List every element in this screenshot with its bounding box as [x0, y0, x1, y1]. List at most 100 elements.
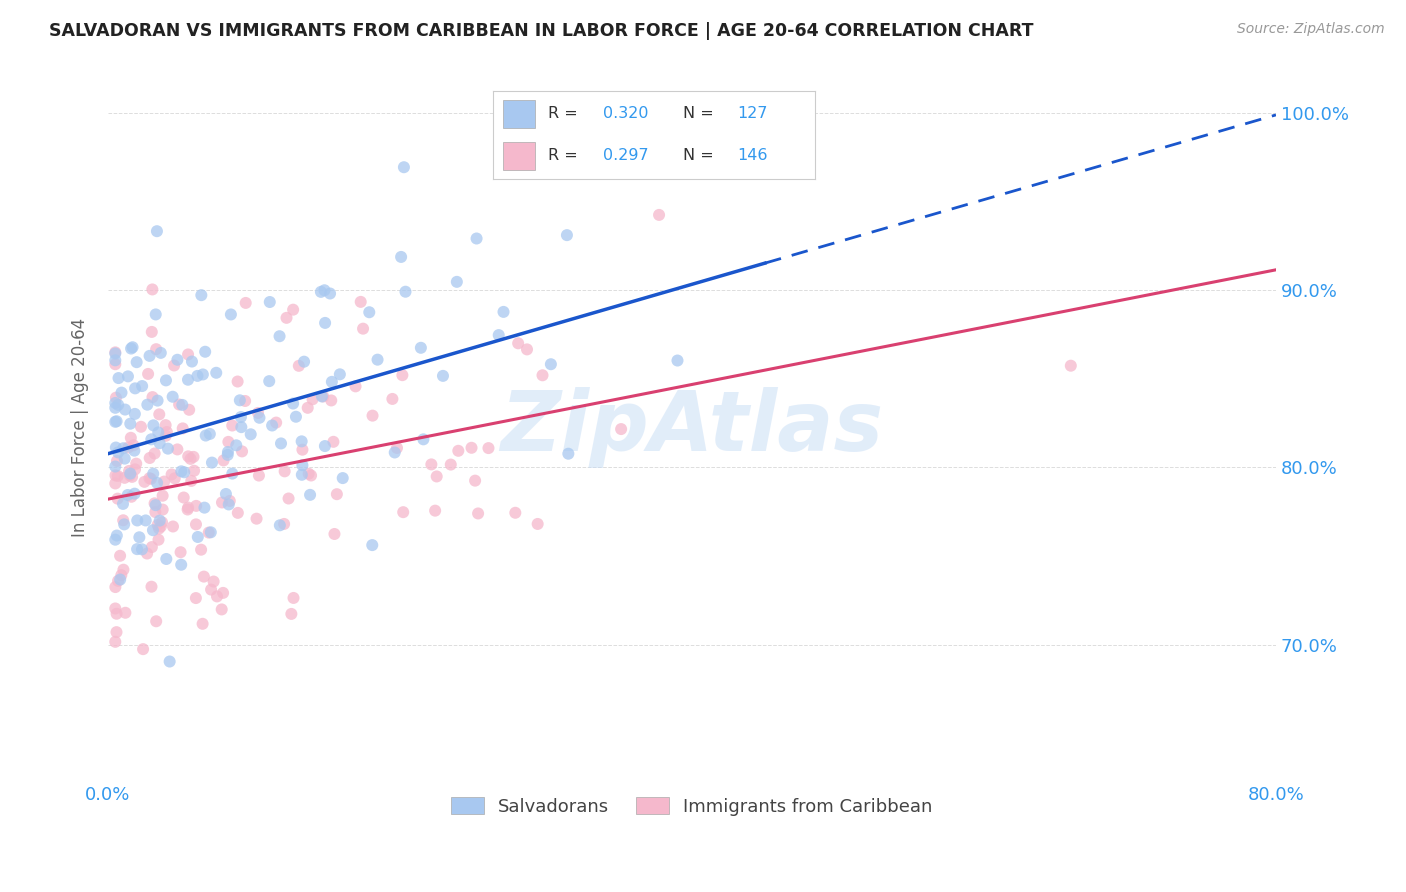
Point — [149, 436, 172, 450]
Point — [149, 346, 172, 360]
Point — [170, 464, 193, 478]
Point — [200, 582, 222, 597]
Point — [389, 250, 412, 264]
Point — [392, 160, 415, 174]
Point — [173, 465, 195, 479]
Point — [105, 454, 128, 468]
Point — [291, 467, 314, 482]
Point — [134, 475, 156, 489]
Point — [173, 491, 195, 505]
Point — [155, 373, 177, 387]
Point — [112, 513, 135, 527]
Point — [120, 417, 142, 431]
Point — [314, 439, 336, 453]
Point — [138, 349, 160, 363]
Text: Source: ZipAtlas.com: Source: ZipAtlas.com — [1237, 22, 1385, 37]
Point — [104, 391, 127, 405]
Point — [352, 321, 374, 335]
Point — [124, 407, 146, 421]
Point — [149, 519, 172, 533]
Point — [104, 459, 127, 474]
Point — [218, 494, 240, 508]
Point — [127, 542, 149, 557]
Point — [190, 542, 212, 557]
Point — [276, 310, 298, 325]
Point — [124, 381, 146, 395]
Point — [105, 625, 128, 640]
Point — [239, 427, 262, 442]
Point — [177, 500, 200, 515]
Point — [321, 393, 343, 408]
Point — [104, 353, 127, 368]
Point — [229, 393, 252, 408]
Point — [143, 446, 166, 460]
Point — [332, 471, 354, 485]
Point — [257, 374, 280, 388]
Point — [104, 346, 127, 360]
Point — [104, 533, 127, 547]
Point — [177, 347, 200, 361]
Point — [124, 462, 146, 476]
Point — [269, 518, 291, 533]
Point — [217, 445, 239, 459]
Point — [245, 511, 267, 525]
Point — [226, 375, 249, 389]
Point — [104, 601, 127, 615]
Point — [136, 398, 159, 412]
Point — [259, 295, 281, 310]
Point — [135, 513, 157, 527]
Point — [152, 502, 174, 516]
Point — [221, 418, 243, 433]
Point — [114, 402, 136, 417]
Point — [277, 491, 299, 506]
Point — [233, 394, 256, 409]
Point — [381, 392, 404, 406]
Point — [298, 467, 321, 481]
Point — [540, 357, 562, 371]
Point — [142, 523, 165, 537]
Point — [314, 316, 336, 330]
Text: ZipAtlas: ZipAtlas — [501, 387, 883, 468]
Point — [156, 442, 179, 456]
Point — [394, 285, 416, 299]
Point — [104, 345, 127, 359]
Point — [145, 614, 167, 628]
Point — [447, 443, 470, 458]
Point — [172, 398, 194, 412]
Point — [200, 525, 222, 540]
Point — [179, 402, 201, 417]
Point — [104, 396, 127, 410]
Point — [120, 342, 142, 356]
Point — [183, 464, 205, 478]
Point — [110, 568, 132, 582]
Point — [235, 296, 257, 310]
Point — [460, 441, 482, 455]
Point — [477, 441, 499, 455]
Point — [107, 574, 129, 588]
Point — [181, 354, 204, 368]
Point — [666, 353, 689, 368]
Point — [104, 357, 127, 371]
Point — [464, 474, 486, 488]
Point — [231, 420, 253, 434]
Point — [219, 308, 242, 322]
Point — [120, 431, 142, 445]
Point — [107, 371, 129, 385]
Point — [211, 495, 233, 509]
Point — [191, 616, 214, 631]
Point — [141, 282, 163, 296]
Point — [184, 517, 207, 532]
Point — [148, 425, 170, 440]
Point — [180, 474, 202, 488]
Point — [465, 231, 488, 245]
Point — [155, 418, 177, 433]
Point — [226, 506, 249, 520]
Point — [124, 486, 146, 500]
Point — [350, 294, 373, 309]
Point — [141, 433, 163, 447]
Point — [143, 496, 166, 510]
Point — [105, 528, 128, 542]
Point — [291, 434, 314, 449]
Point — [105, 607, 128, 621]
Point — [141, 325, 163, 339]
